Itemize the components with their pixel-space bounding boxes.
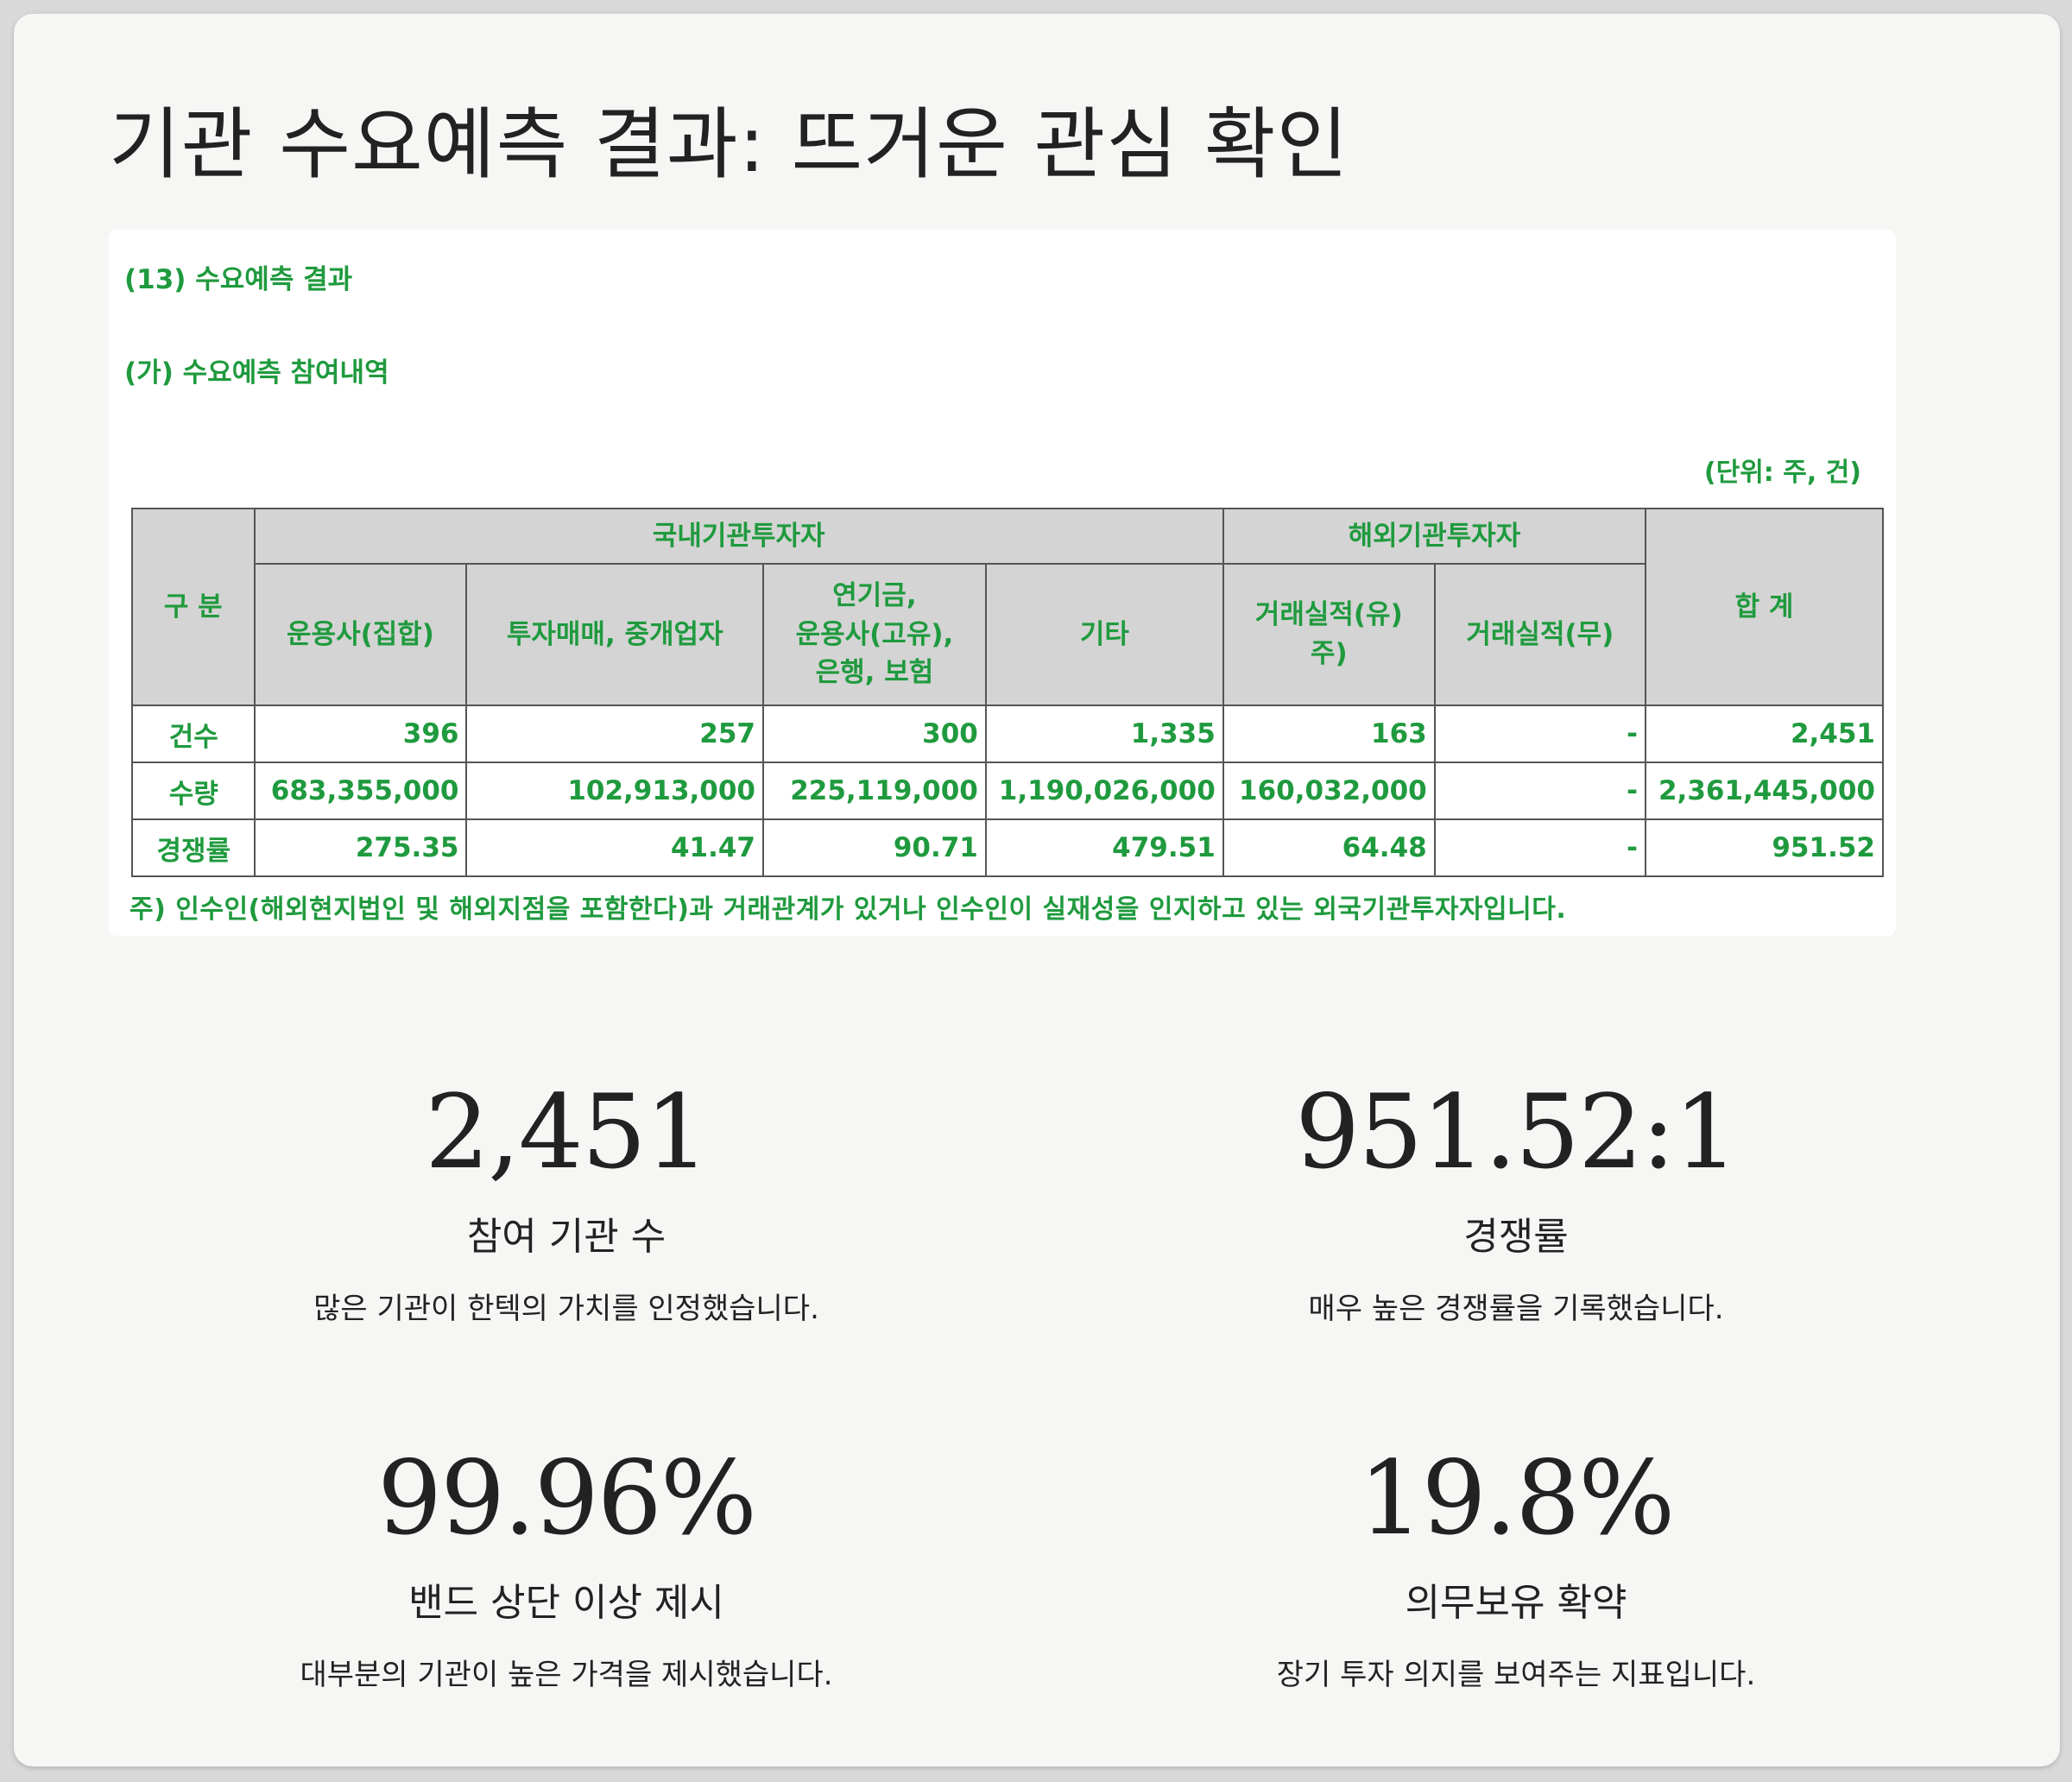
table-cell: 1,335 — [984, 705, 1224, 763]
total-header: 합 계 — [1644, 508, 1885, 706]
table-cell: 275.35 — [253, 818, 468, 877]
table-cell: - — [1433, 818, 1646, 877]
col-header: 연기금, 운용사(고유), 은행, 보험 — [762, 563, 987, 706]
table-cell: 2,361,445,000 — [1644, 761, 1885, 820]
table-cell: - — [1433, 761, 1646, 820]
table-cell: 41.47 — [465, 818, 764, 877]
corner-header: 구 분 — [131, 508, 256, 706]
table-cell: 257 — [465, 705, 764, 763]
section-subheading: (가) 수요예측 참여내역 — [124, 357, 389, 389]
table-cell: 1,190,026,000 — [984, 761, 1224, 820]
stat-value: 951.52:1 — [1295, 1072, 1739, 1191]
page-title: 기관 수요예측 결과: 뜨거운 관심 확인 — [109, 99, 1349, 190]
table-cell: 396 — [253, 705, 468, 763]
table-cell: 102,913,000 — [465, 761, 764, 820]
table-row: 수량 683,355,000 102,913,000 225,119,000 1… — [131, 761, 1885, 820]
stat-value: 19.8% — [1358, 1438, 1676, 1558]
col-header: 운용사(집합) — [253, 563, 468, 706]
table-row: 건수 396 257 300 1,335 163 - 2,451 — [131, 705, 1885, 763]
slide: 기관 수요예측 결과: 뜨거운 관심 확인 (13) 수요예측 결과 (가) 수… — [14, 14, 2060, 1766]
row-label: 건수 — [131, 705, 256, 763]
stat-lockup: 19.8% 의무보유 확약 장기 투자 의지를 보여주는 지표입니다. — [1128, 1447, 1905, 1693]
footnote: 주) 인수인(해외현지법인 및 해외지점을 포함한다)과 거래관계가 있거나 인… — [130, 894, 1567, 925]
row-label: 경쟁률 — [131, 818, 256, 877]
stat-label: 밴드 상단 이상 제시 — [408, 1581, 724, 1625]
stat-description: 많은 기관이 한텍의 가치를 인정했습니다. — [313, 1292, 819, 1326]
unit-note: (단위: 주, 건) — [1703, 458, 1861, 488]
stat-above-band: 99.96% 밴드 상단 이상 제시 대부분의 기관이 높은 가격을 제시했습니… — [178, 1447, 955, 1693]
table-cell: - — [1433, 705, 1646, 763]
stat-label: 경쟁률 — [1463, 1215, 1569, 1259]
table-cell: 160,032,000 — [1222, 761, 1436, 820]
row-label: 수량 — [131, 761, 256, 820]
table-cell: 300 — [762, 705, 987, 763]
table-cell: 683,355,000 — [253, 761, 468, 820]
stat-value: 99.96% — [377, 1438, 757, 1558]
stat-value: 2,451 — [425, 1072, 710, 1191]
col-header: 거래실적(무) — [1433, 563, 1646, 706]
demand-forecast-table: 구 분 국내기관투자자 해외기관투자자 합 계 운용사(집합) 투자매매, 중개… — [131, 508, 1885, 877]
disclosure-excerpt: (13) 수요예측 결과 (가) 수요예측 참여내역 (단위: 주, 건) 구 … — [109, 230, 1896, 936]
foreign-group-header: 해외기관투자자 — [1222, 508, 1646, 565]
stat-description: 장기 투자 의지를 보여주는 지표입니다. — [1276, 1658, 1756, 1692]
stat-description: 대부분의 기관이 높은 가격을 제시했습니다. — [300, 1658, 833, 1692]
table-cell: 163 — [1222, 705, 1436, 763]
table-cell: 2,451 — [1644, 705, 1885, 763]
table-cell: 64.48 — [1222, 818, 1436, 877]
col-header: 거래실적(유) 주) — [1222, 563, 1436, 706]
col-header: 투자매매, 중개업자 — [465, 563, 764, 706]
section-heading: (13) 수요예측 결과 — [124, 264, 353, 295]
stat-participants: 2,451 참여 기관 수 많은 기관이 한텍의 가치를 인정했습니다. — [178, 1081, 955, 1327]
table-cell: 90.71 — [762, 818, 987, 877]
table-cell: 479.51 — [984, 818, 1224, 877]
stat-description: 매우 높은 경쟁률을 기록했습니다. — [1308, 1292, 1724, 1326]
stat-label: 참여 기관 수 — [466, 1215, 666, 1259]
table-cell: 225,119,000 — [762, 761, 987, 820]
col-header: 기타 — [984, 563, 1224, 706]
domestic-group-header: 국내기관투자자 — [253, 508, 1224, 565]
stat-label: 의무보유 확약 — [1405, 1581, 1627, 1625]
table-cell: 951.52 — [1644, 818, 1885, 877]
table-row: 경쟁률 275.35 41.47 90.71 479.51 64.48 - 95… — [131, 818, 1885, 877]
stat-competition-ratio: 951.52:1 경쟁률 매우 높은 경쟁률을 기록했습니다. — [1128, 1081, 1905, 1327]
